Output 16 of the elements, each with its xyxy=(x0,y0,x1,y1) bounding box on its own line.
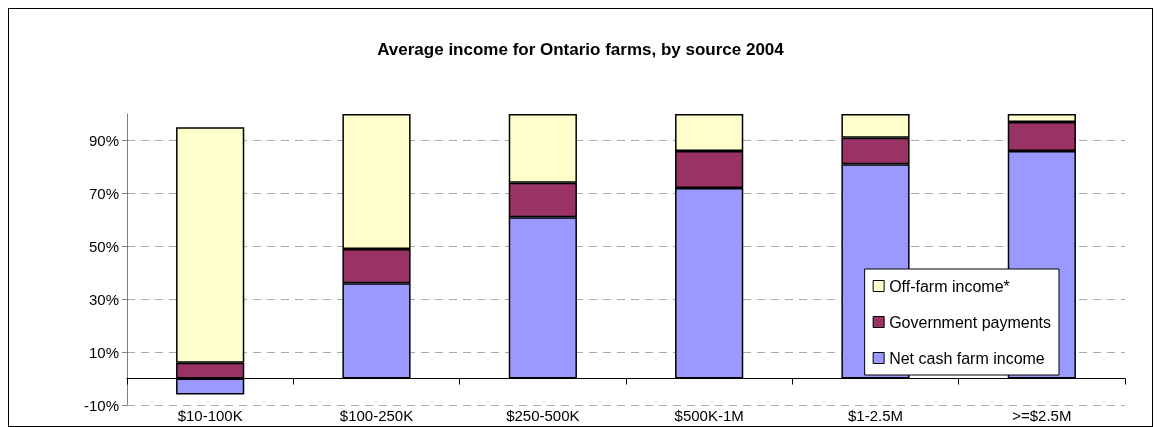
y-tick-label: 10% xyxy=(88,343,119,361)
x-tick-label: >=$2.5M xyxy=(1012,407,1072,424)
x-tick-label: $100-250K xyxy=(339,407,414,424)
chart-title: Average income for Ontario farms, by source 2004 xyxy=(377,40,785,59)
y-tick-label: -10% xyxy=(83,396,119,414)
y-tick-label: 70% xyxy=(88,184,119,202)
y-tick-label: 50% xyxy=(88,237,119,255)
x-tick-label: $10-100K xyxy=(177,407,243,424)
x-tick-label: $1-2.5M xyxy=(847,407,904,424)
y-tick-label: 30% xyxy=(88,290,119,308)
legend-label: Net cash farm income xyxy=(889,349,1045,367)
y-tick-label: 90% xyxy=(88,131,119,149)
x-tick-label: $250-500K xyxy=(506,407,580,424)
x-tick-label: $500K-1M xyxy=(674,407,744,424)
legend-label: Government payments xyxy=(889,313,1052,331)
legend-label: Off-farm income* xyxy=(889,277,1010,295)
